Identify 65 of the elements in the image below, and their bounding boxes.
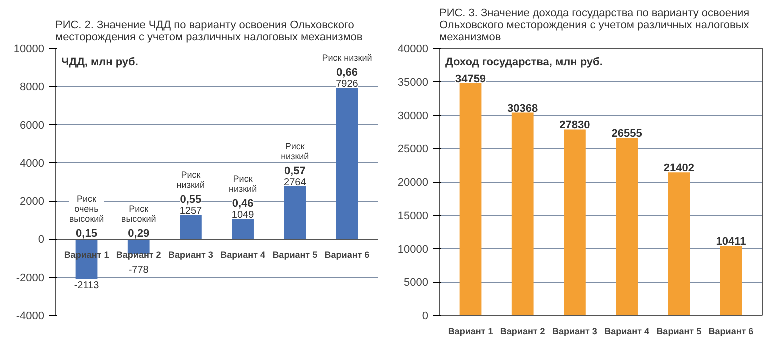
y-tick-label: 25000 [398,144,429,156]
bar [284,186,306,240]
x-tick-label: Вариант 3 [168,250,214,260]
data-label: 2764 [284,178,307,188]
y-tick-label: 0 [422,310,429,322]
data-label: 30368 [508,102,538,115]
y-tick-label: 35000 [398,76,429,89]
data-label: 10411 [716,236,746,248]
x-tick-label: Вариант 1 [448,326,494,336]
y-tick-label: -4000 [16,310,45,322]
bar [336,88,358,240]
x-tick-label: Вариант 5 [656,326,702,336]
bar [616,138,638,316]
x-tick-label: Вариант 4 [220,250,266,260]
y-tick-label: 6000 [20,120,45,132]
y-tick-label: 4000 [20,158,45,170]
bar [720,246,742,316]
chart-title: РИС. 2. Значение ЧДД по варианту освоения Ольховского месторождения с учетом различных налоговых механизмов [56,20,363,44]
x-tick-label: Вариант 6 [708,326,754,336]
y-tick-label: -2000 [16,272,45,284]
bar [460,83,482,316]
bar [180,215,202,240]
annotation: Риск очень высокий [69,194,104,224]
data-label: 1257 [180,206,203,218]
annotation: Риск низкий [281,142,310,162]
y-tick-label: 10000 [14,44,45,56]
y-tick-label: 10000 [398,244,429,256]
annotation: 0,57 [284,166,306,178]
annotation: 0,29 [128,228,150,240]
y-tick-label: 0 [38,234,45,246]
y-tick-label: 8000 [20,82,45,94]
annotation: 0,15 [76,228,98,240]
x-tick-label: Вариант 5 [272,250,318,260]
x-tick-label: Вариант 3 [552,326,598,336]
bar [668,172,690,316]
y-tick-label: 5000 [404,277,429,290]
x-tick-label: Вариант 6 [324,250,370,260]
data-label: 7926 [336,79,359,90]
y-axis-title: Доход государства, млн руб. [446,56,603,68]
data-label: -778 [128,265,150,276]
y-tick-label: 2000 [20,196,45,208]
chart-title: РИС. 3. Значение дохода государства по варианту освоения Ольховского месторождения с учетом различных налоговых механизмов [440,8,750,44]
annotation: Риск низкий [176,170,206,190]
annotation: Риск низкий [228,174,258,194]
annotation: Риск низкий [322,53,372,64]
data-label: 26555 [612,128,642,140]
annotation: 0,66 [336,67,358,80]
annotation: Риск высокий [121,204,156,224]
data-label: -2113 [74,280,100,292]
data-label: 1049 [232,210,255,222]
data-label: 27830 [560,120,590,132]
y-tick-label: 15000 [398,210,429,222]
bar [232,219,254,240]
y-tick-label: 20000 [398,177,429,189]
bar [564,130,586,316]
annotation: 0,46 [232,198,254,210]
bar [512,112,534,316]
y-tick-label: 30000 [398,110,429,122]
data-label: 34759 [455,73,486,86]
y-axis-title: ЧДД, млн руб. [62,56,138,68]
x-tick-label: Вариант 4 [604,326,650,336]
data-label: 21402 [664,162,694,175]
y-tick-label: 40000 [398,44,429,56]
annotation: 0,55 [180,194,202,206]
x-tick-label: Вариант 2 [500,326,546,336]
